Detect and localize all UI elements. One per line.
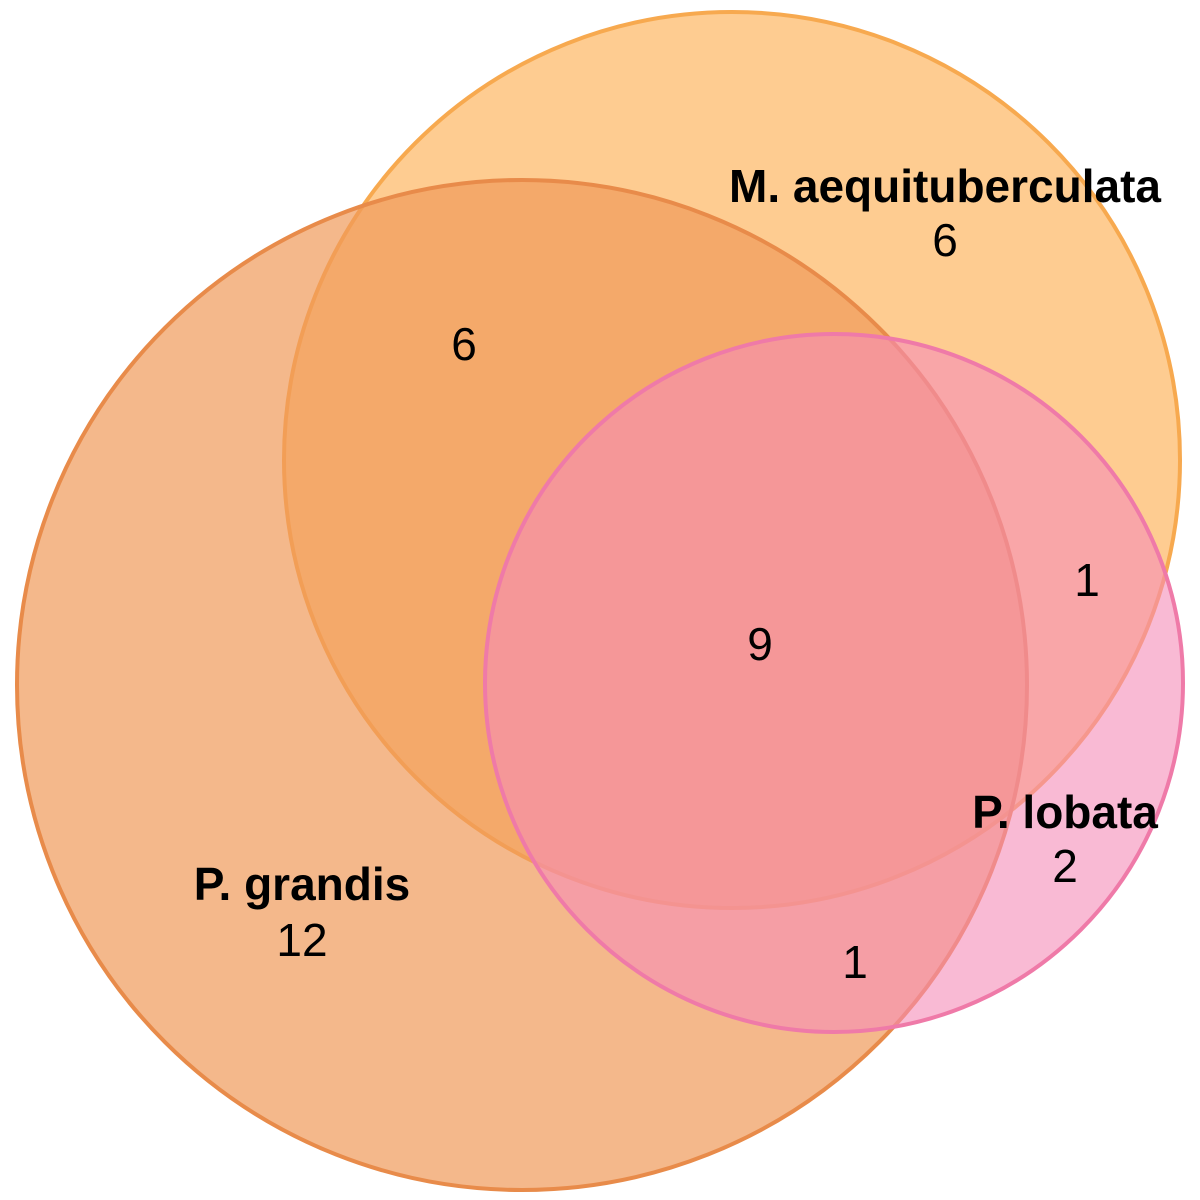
count-m-aequituberculata-p-grandis: 6	[451, 318, 477, 370]
count-all-three: 9	[747, 618, 773, 670]
count-m-aequituberculata-p-lobata: 1	[1074, 554, 1100, 606]
set-label-m-aequituberculata: M. aequituberculata	[729, 160, 1161, 212]
set-circle-p-lobata	[483, 332, 1185, 1034]
count-p-lobata-only: 2	[1052, 840, 1078, 892]
count-m-aequituberculata-only: 6	[932, 214, 958, 266]
set-label-p-lobata: P. lobata	[972, 786, 1158, 838]
count-p-grandis-only: 12	[276, 914, 327, 966]
count-p-grandis-p-lobata: 1	[842, 936, 868, 988]
set-label-p-grandis: P. grandis	[194, 858, 410, 910]
